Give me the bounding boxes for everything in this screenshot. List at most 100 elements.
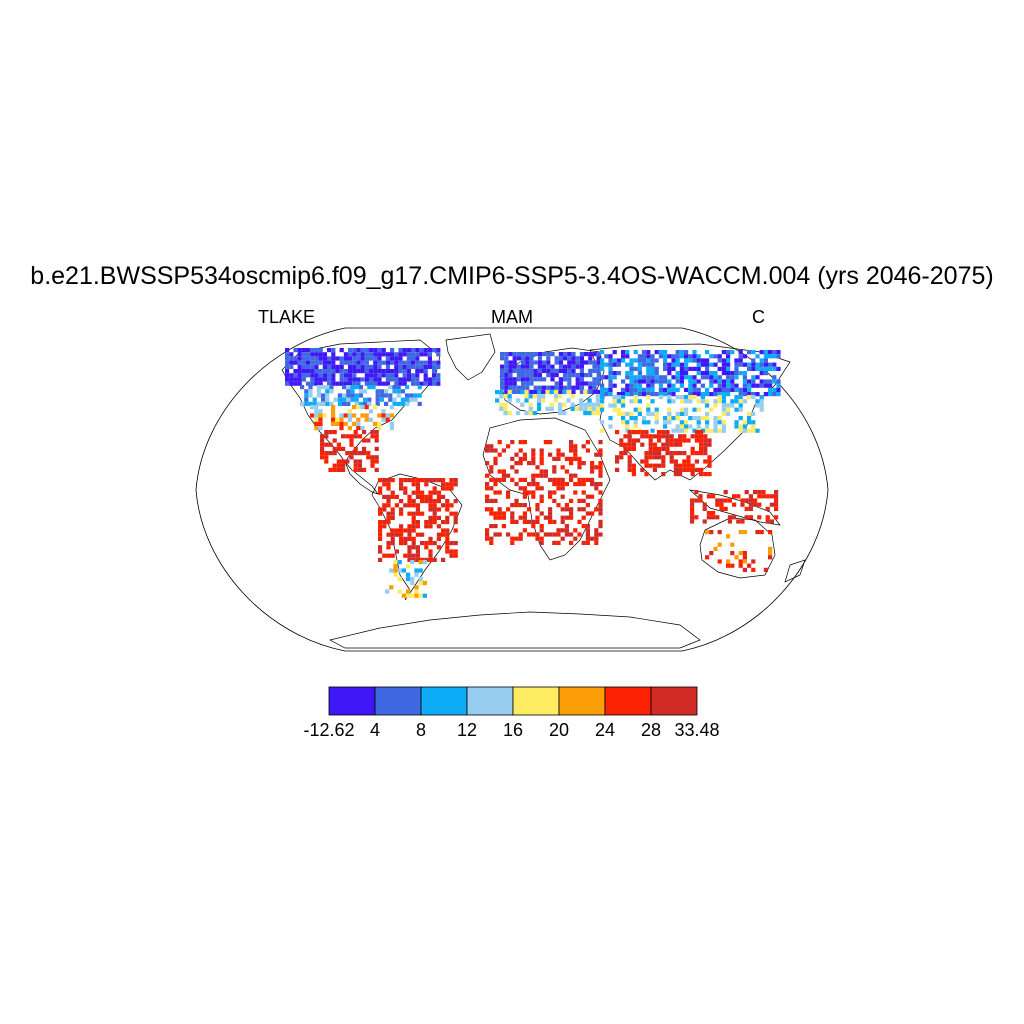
- map-data-cell: [581, 444, 586, 449]
- map-data-cell: [407, 557, 412, 562]
- map-data-cell: [537, 398, 542, 403]
- map-data-cell: [583, 406, 588, 411]
- map-data-cell: [644, 451, 649, 456]
- map-data-cell: [364, 377, 369, 382]
- map-data-cell: [331, 409, 336, 414]
- map-data-cell: [406, 593, 411, 598]
- map-data-cell: [686, 463, 691, 468]
- map-data-cell: [646, 407, 651, 412]
- map-data-cell: [629, 375, 634, 380]
- map-data-cell: [560, 494, 565, 499]
- map-data-cell: [726, 362, 731, 367]
- map-data-cell: [679, 371, 684, 376]
- map-data-cell: [734, 395, 739, 400]
- map-data-cell: [637, 383, 642, 388]
- map-data-cell: [715, 502, 720, 507]
- map-data-cell: [424, 557, 429, 562]
- map-data-cell: [721, 366, 726, 371]
- map-data-cell: [388, 393, 393, 398]
- map-data-cell: [339, 369, 344, 374]
- map-data-cell: [304, 393, 309, 398]
- map-data-cell: [512, 356, 517, 361]
- map-data-cell: [388, 385, 393, 390]
- map-data-cell: [769, 494, 774, 499]
- map-data-cell: [543, 440, 548, 445]
- map-data-cell: [550, 385, 555, 390]
- map-data-cell: [594, 482, 599, 487]
- map-data-cell: [432, 541, 437, 546]
- map-data-cell: [585, 477, 590, 482]
- map-data-cell: [600, 362, 605, 367]
- map-data-cell: [560, 465, 565, 470]
- map-data-cell: [567, 352, 572, 357]
- map-data-cell: [671, 383, 676, 388]
- map-data-cell: [571, 356, 576, 361]
- map-data-cell: [320, 438, 325, 443]
- colorbar-box: [512, 686, 560, 716]
- map-data-cell: [769, 502, 774, 507]
- map-data-cell: [679, 383, 684, 388]
- map-data-cell: [751, 411, 756, 416]
- map-data-cell: [390, 553, 395, 558]
- map-data-cell: [379, 393, 384, 398]
- map-data-cell: [390, 352, 395, 357]
- map-data-cell: [583, 390, 588, 395]
- map-data-cell: [525, 352, 530, 357]
- map-data-cell: [679, 428, 684, 433]
- map-data-cell: [331, 356, 336, 361]
- map-data-cell: [583, 411, 588, 416]
- map-data-cell: [696, 371, 701, 376]
- map-data-cell: [500, 385, 505, 390]
- map-data-cell: [696, 362, 701, 367]
- map-data-cell: [499, 402, 504, 407]
- map-data-cell: [297, 369, 302, 374]
- map-data-cell: [516, 356, 521, 361]
- map-data-cell: [686, 438, 691, 443]
- map-data-cell: [436, 377, 441, 382]
- map-data-cell: [385, 373, 390, 378]
- map-data-cell: [608, 424, 613, 429]
- map-data-cell: [331, 373, 336, 378]
- map-data-cell: [569, 540, 574, 545]
- map-data-cell: [285, 356, 290, 361]
- map-data-cell: [658, 379, 663, 384]
- map-data-cell: [700, 383, 705, 388]
- map-data-cell: [636, 438, 641, 443]
- map-data-cell: [441, 486, 446, 491]
- map-data-cell: [742, 424, 747, 429]
- map-data-cell: [436, 352, 441, 357]
- map-data-cell: [399, 507, 404, 512]
- map-data-cell: [394, 503, 399, 508]
- map-data-cell: [550, 364, 555, 369]
- map-data-cell: [755, 530, 760, 535]
- map-data-cell: [507, 411, 512, 416]
- map-data-cell: [377, 352, 382, 357]
- map-data-cell: [377, 426, 382, 431]
- map-data-cell: [564, 524, 569, 529]
- map-data-cell: [709, 371, 714, 376]
- map-data-cell: [348, 373, 353, 378]
- map-data-cell: [369, 381, 374, 386]
- map-data-cell: [696, 399, 701, 404]
- map-data-cell: [554, 385, 559, 390]
- map-data-cell: [436, 360, 441, 365]
- map-data-cell: [297, 360, 302, 365]
- map-data-cell: [396, 389, 401, 394]
- map-data-cell: [556, 456, 561, 461]
- map-data-cell: [331, 413, 336, 418]
- map-data-cell: [598, 469, 603, 474]
- map-data-cell: [314, 421, 319, 426]
- map-data-cell: [625, 411, 630, 416]
- map-data-cell: [705, 362, 710, 367]
- map-data-cell: [768, 387, 773, 392]
- map-data-cell: [612, 362, 617, 367]
- map-data-cell: [642, 387, 647, 392]
- map-data-cell: [637, 366, 642, 371]
- map-data-cell: [696, 379, 701, 384]
- map-data-cell: [707, 442, 712, 447]
- map-data-cell: [690, 463, 695, 468]
- map-data-cell: [621, 392, 626, 397]
- map-data-cell: [654, 407, 659, 412]
- map-data-cell: [403, 486, 408, 491]
- map-data-cell: [751, 379, 756, 384]
